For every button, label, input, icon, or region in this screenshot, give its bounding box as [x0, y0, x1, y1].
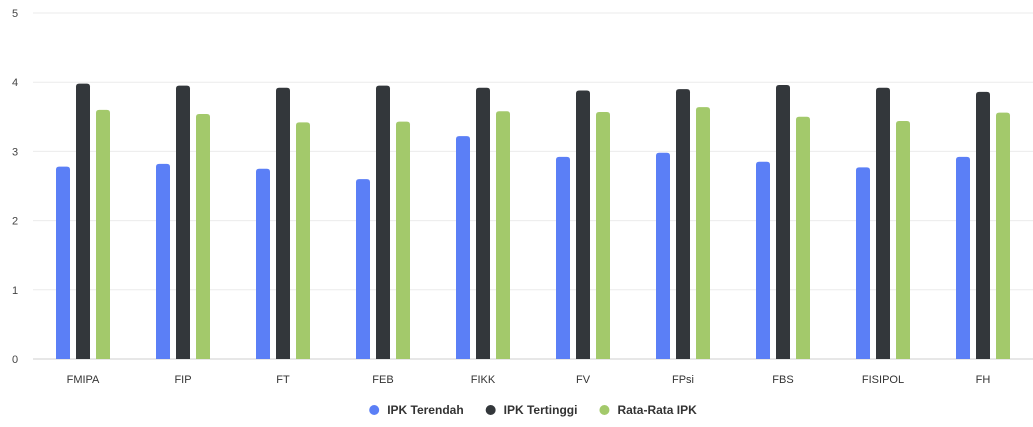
y-tick-label: 4: [12, 77, 18, 89]
x-tick-label: FPsi: [672, 374, 694, 386]
bar-fv-series-1[interactable]: [556, 156, 570, 359]
x-tick-label: FIP: [174, 374, 191, 386]
bar-fip-series-2[interactable]: [176, 85, 190, 359]
bar-ft-series-2[interactable]: [276, 87, 290, 360]
legend-swatch: [599, 405, 610, 415]
bar-fh-series-2[interactable]: [976, 91, 990, 359]
bar-fisipol-series-1[interactable]: [856, 167, 870, 359]
legend[interactable]: IPK Terendah IPK Tertinggi Rata-Rata IPK: [369, 403, 697, 417]
bar-fbs-series-2[interactable]: [776, 84, 790, 359]
x-tick-label: FEB: [372, 374, 393, 386]
bar-fh-series-1[interactable]: [956, 156, 970, 359]
bar-fikk-series-2[interactable]: [476, 87, 490, 360]
legend-label: Rata-Rata IPK: [617, 403, 697, 417]
y-tick-label: 1: [12, 285, 18, 297]
bar-fisipol-series-3[interactable]: [896, 120, 910, 360]
x-tick-label: FIKK: [471, 374, 496, 386]
x-tick-label: FMIPA: [67, 374, 100, 386]
y-tick-label: 5: [12, 8, 18, 20]
x-tick-label: FBS: [772, 374, 793, 386]
x-tick-label: FISIPOL: [862, 374, 904, 386]
bar-fmipa-series-1[interactable]: [56, 166, 70, 359]
bar-fv-series-3[interactable]: [596, 111, 610, 360]
bar-fisipol-series-2[interactable]: [876, 87, 890, 360]
legend-item-2[interactable]: IPK Tertinggi: [485, 403, 578, 417]
y-tick-label: 3: [12, 146, 18, 158]
bar-fpsi-series-3[interactable]: [696, 107, 710, 359]
bar-fip-series-3[interactable]: [196, 114, 210, 359]
bar-ft-series-3[interactable]: [296, 122, 310, 359]
bar-fpsi-series-1[interactable]: [656, 152, 670, 359]
legend-swatch: [369, 405, 380, 415]
bar-fv-series-2[interactable]: [576, 90, 590, 359]
bar-fikk-series-1[interactable]: [456, 136, 470, 359]
y-tick-label: 2: [12, 216, 18, 228]
bar-fbs-series-1[interactable]: [756, 161, 770, 359]
legend-item-1[interactable]: IPK Terendah: [369, 403, 464, 417]
bar-feb-series-2[interactable]: [376, 85, 390, 359]
legend-item-3[interactable]: Rata-Rata IPK: [599, 403, 697, 417]
bar-fbs-series-3[interactable]: [796, 116, 810, 359]
bar-fikk-series-3[interactable]: [496, 111, 510, 359]
legend-swatch: [485, 405, 496, 415]
bar-fip-series-1[interactable]: [156, 163, 170, 359]
x-tick-label: FH: [976, 374, 991, 386]
x-axis: FMIPA FIP FT FEB FIKK FV FPsi FBS FISIPOL FH: [67, 374, 991, 386]
x-tick-label: FT: [276, 374, 290, 386]
y-tick-label: 0: [12, 354, 18, 366]
x-tick-label: FV: [576, 374, 591, 386]
legend-label: IPK Tertinggi: [504, 403, 578, 417]
bar-fmipa-series-2[interactable]: [76, 83, 90, 360]
legend-label: IPK Terendah: [387, 403, 463, 417]
bar-feb-series-3[interactable]: [396, 121, 410, 359]
bar-fmipa-series-3[interactable]: [96, 109, 110, 359]
bars: [56, 83, 1010, 360]
bar-fpsi-series-2[interactable]: [676, 89, 690, 360]
y-axis: 0 1 2 3 4 5: [12, 8, 18, 366]
bar-ft-series-1[interactable]: [256, 168, 270, 359]
bar-fh-series-3[interactable]: [996, 112, 1010, 359]
bar-feb-series-1[interactable]: [356, 179, 370, 359]
